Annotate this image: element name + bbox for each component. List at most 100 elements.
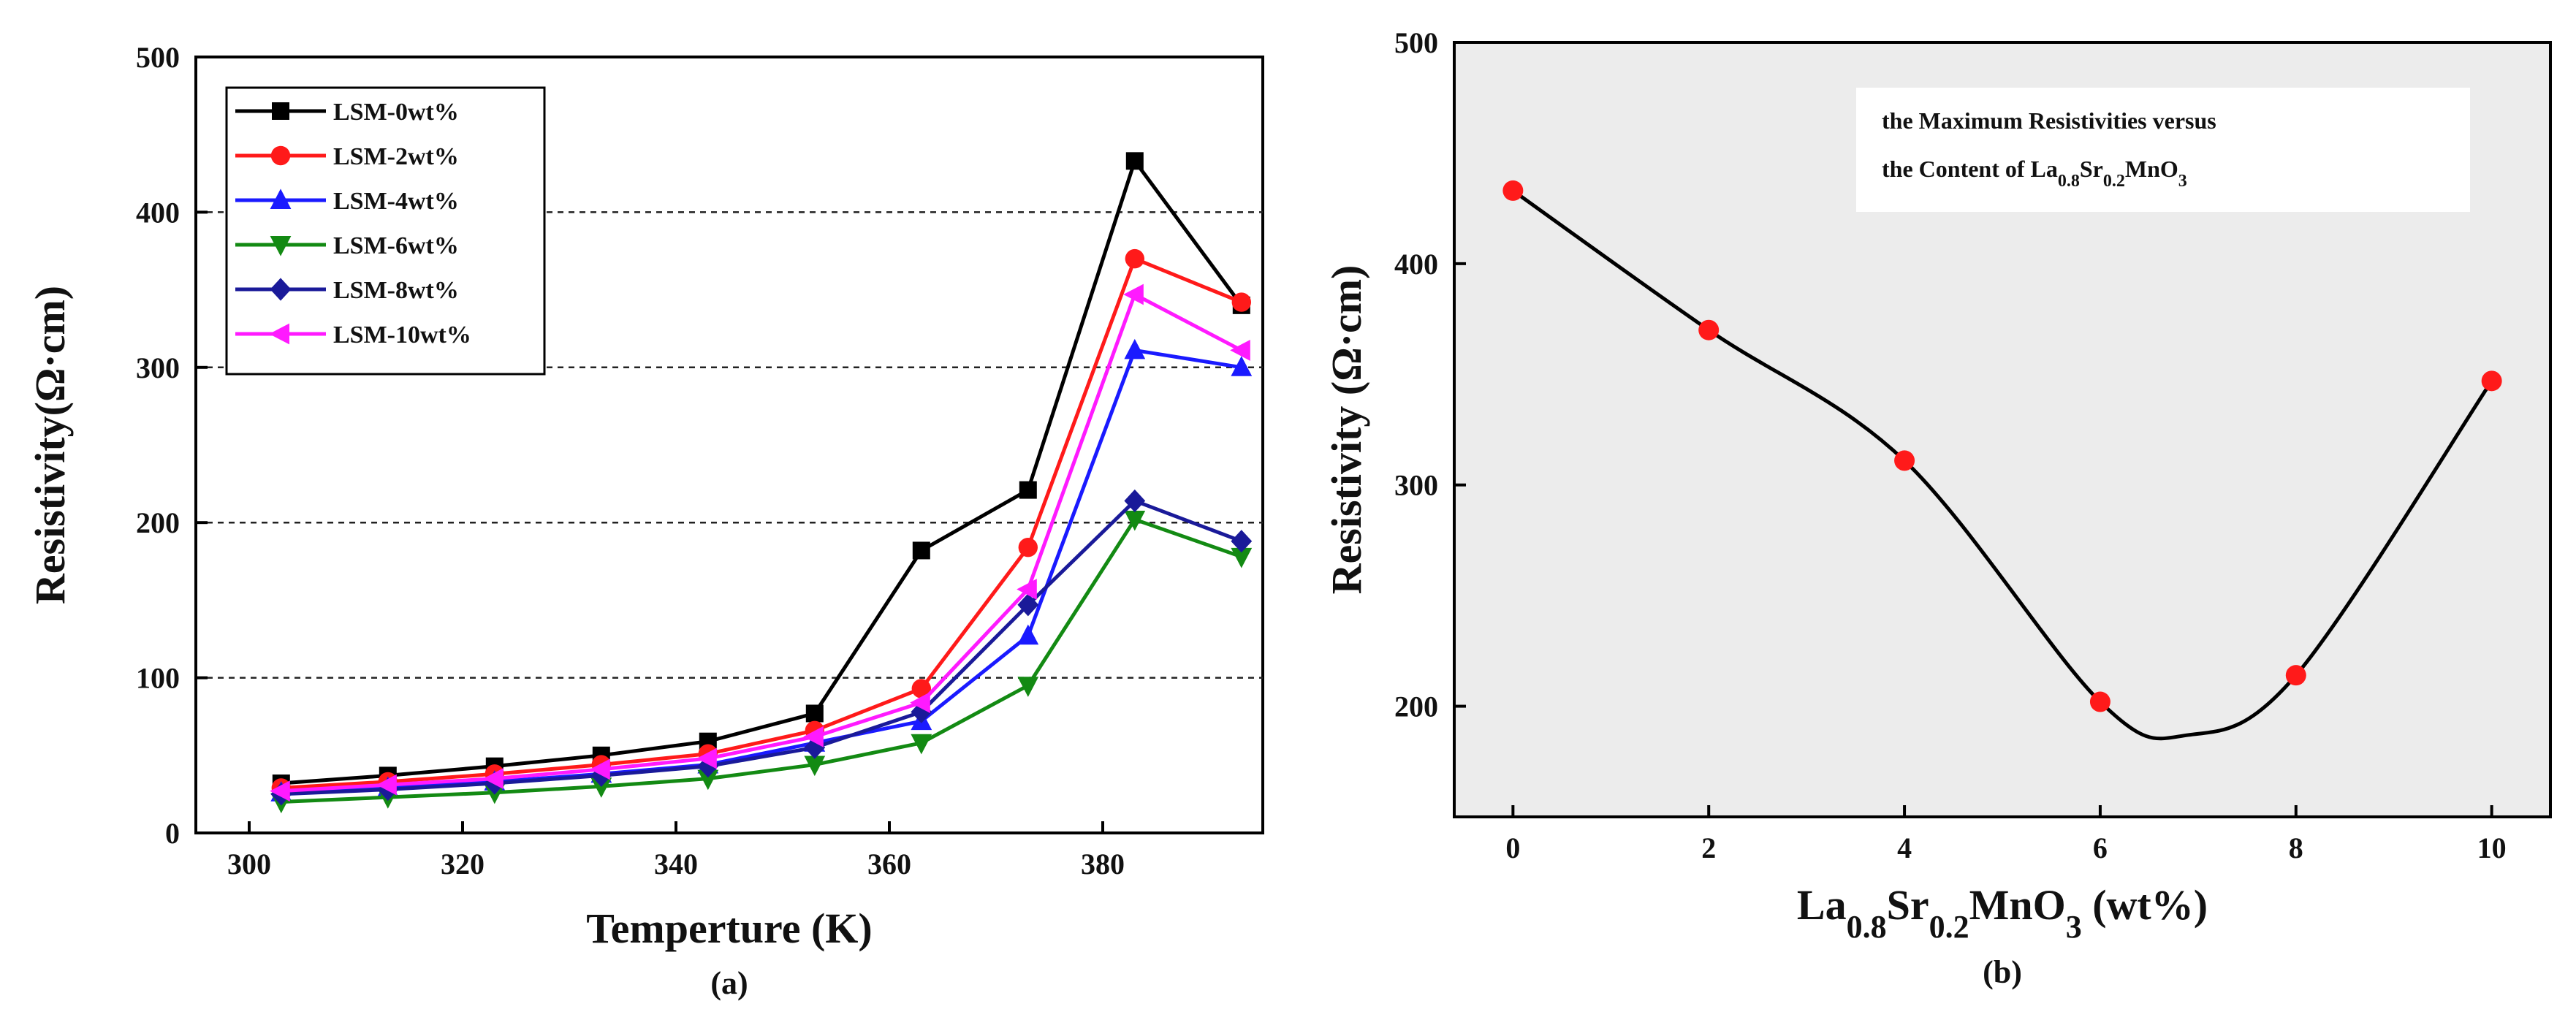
series-line — [281, 517, 1242, 804]
triangle-left-marker — [590, 758, 610, 780]
diamond-marker — [270, 278, 292, 301]
triangle-down-marker — [697, 769, 719, 791]
panel-a-series — [270, 152, 1253, 814]
triangle-left-marker — [1123, 283, 1144, 305]
circle-marker — [911, 679, 932, 699]
diamond-marker — [1231, 530, 1253, 553]
x-tick-label: 340 — [654, 848, 698, 880]
formula-part: La — [1797, 881, 1847, 929]
legend-item: LSM-4wt% — [235, 188, 459, 215]
y-tick-label: 300 — [136, 351, 180, 384]
diamond-marker — [1017, 593, 1039, 617]
panel-a-caption: (a) — [710, 965, 748, 1001]
series-line — [281, 159, 1243, 785]
series-line — [281, 292, 1242, 793]
data-point — [2285, 665, 2306, 686]
legend-item: LSM-2wt% — [235, 143, 459, 170]
triangle-down-marker — [270, 236, 292, 256]
data-point — [1502, 180, 1524, 201]
square-marker — [1125, 152, 1144, 170]
formula-part: the Content of La — [1882, 156, 2058, 182]
panel-a-x-axis-title: Temperture (K) — [586, 905, 872, 952]
panel-a-line-chart: 300 320 340 360 380 0 100 200 300 400 500 Tempertu… — [26, 41, 1264, 1001]
x-tick-label: 8 — [2289, 831, 2303, 864]
diamond-marker — [697, 755, 719, 778]
legend-item: LSM-8wt% — [235, 277, 459, 304]
y-tick-label: 500 — [1394, 26, 1438, 59]
panel-b-annotation-line1: the Maximum Resistivities versus — [1882, 107, 2216, 134]
formula-part: MnO — [1969, 881, 2066, 929]
x-tick-label: 4 — [1897, 831, 1912, 864]
formula-subscript: 0.2 — [2103, 172, 2125, 191]
panel-a-y-axis-title: Resistivity(Ω·cm) — [26, 286, 74, 604]
annotation-text-1: the Maximum Resistivities versus — [1882, 107, 2216, 134]
y-tick-label: 0 — [165, 817, 180, 850]
circle-marker — [1018, 537, 1038, 557]
panel-b-caption: (b) — [1983, 954, 2022, 990]
legend-label: LSM-2wt% — [333, 143, 459, 170]
data-point — [1698, 319, 1720, 340]
formula-subscript: 3 — [2178, 172, 2187, 191]
triangle-left-marker — [269, 323, 289, 345]
triangle-left-marker — [270, 780, 290, 802]
square-marker — [272, 102, 289, 120]
triangle-down-marker — [590, 777, 612, 798]
y-tick-label: 200 — [136, 506, 180, 539]
triangle-left-marker — [483, 768, 504, 790]
legend-label: LSM-6wt% — [333, 232, 459, 259]
triangle-left-marker — [1230, 340, 1250, 361]
triangle-left-marker — [1017, 579, 1037, 600]
legend-box — [225, 86, 546, 376]
series-line — [281, 498, 1242, 796]
legend-item: LSM-6wt% — [235, 232, 459, 259]
triangle-down-marker — [1124, 510, 1146, 531]
formula-part: Sr — [2080, 156, 2103, 182]
legend-label: LSM-8wt% — [333, 277, 459, 304]
triangle-down-marker — [1231, 547, 1253, 568]
legend-label: LSM-0wt% — [333, 99, 459, 126]
data-point — [2481, 370, 2502, 392]
formula-subscript: 0.8 — [2058, 172, 2080, 191]
circle-marker — [1125, 248, 1145, 269]
data-point — [2089, 691, 2110, 712]
triangle-up-marker — [1231, 356, 1253, 376]
x-tick-label: 0 — [1505, 831, 1520, 864]
x-tick-label: 2 — [1701, 831, 1716, 864]
y-tick-label: 300 — [1394, 469, 1438, 502]
triangle-up-marker — [1017, 624, 1039, 645]
series-line — [281, 256, 1242, 790]
circle-marker — [1231, 292, 1252, 312]
x-tick-label: 360 — [867, 848, 911, 880]
panel-a-legend: LSM-0wt% LSM-2wt% LSM-4wt% LSM-6wt% LSM-8wt%… — [225, 86, 546, 376]
x-axis-title-formula: La0.8Sr0.2MnO3 (wt%) — [1797, 881, 2208, 945]
square-marker — [805, 704, 824, 723]
panel-b-annotation-box — [1856, 88, 2470, 212]
data-point — [1894, 450, 1915, 471]
diamond-marker — [1124, 489, 1146, 513]
panel-a-ticks: 300 320 340 360 380 0 100 200 300 400 500 — [136, 41, 1125, 880]
y-tick-label: 400 — [136, 196, 180, 229]
square-marker — [912, 541, 930, 560]
annotation-text-2: the Content of La0.8Sr0.2MnO3 — [1882, 156, 2187, 191]
y-tick-label: 400 — [1394, 248, 1438, 281]
panel-b-y-axis-title: Resistivity (Ω·cm) — [1323, 265, 1370, 595]
triangle-down-marker — [804, 756, 826, 777]
formula-part: (wt%) — [2082, 881, 2208, 929]
triangle-left-marker — [696, 747, 717, 769]
panel-b-scatter-chart: 0 2 4 6 8 10 200 300 400 500 the Maximum Resistiv… — [1323, 26, 2552, 990]
triangle-up-marker — [270, 189, 292, 209]
legend-label: LSM-10wt% — [333, 321, 471, 349]
panel-b-points — [1502, 180, 2502, 712]
x-tick-label: 380 — [1081, 848, 1125, 880]
square-marker — [1019, 481, 1037, 499]
legend-item: LSM-10wt% — [235, 321, 471, 349]
triangle-down-marker — [1017, 677, 1039, 697]
legend-item: LSM-0wt% — [235, 99, 459, 126]
circle-marker — [270, 145, 291, 166]
series-LSM-10wt% — [270, 283, 1250, 802]
formula-part: MnO — [2125, 156, 2178, 182]
y-tick-label: 200 — [1394, 690, 1438, 723]
x-tick-label: 6 — [2093, 831, 2108, 864]
formula-subscript: 0.8 — [1847, 909, 1887, 945]
